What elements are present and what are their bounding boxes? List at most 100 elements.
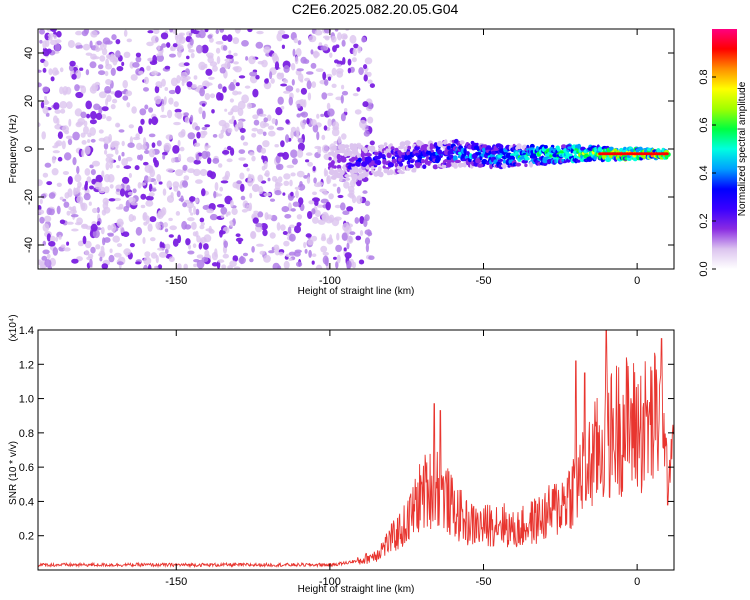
spectrogram-cell [187, 217, 195, 222]
spectrogram-cell [90, 223, 98, 232]
spectrogram-cell [67, 188, 73, 198]
spectrogram-cell [336, 153, 341, 160]
spectrogram-cell [188, 49, 195, 53]
spectrogram-cell [253, 119, 260, 126]
spectrogram-cell [185, 238, 191, 246]
spectrogram-cell [477, 163, 483, 168]
spectrogram-cell [52, 150, 60, 154]
spectrogram-cell [216, 193, 223, 197]
spectrogram-cell [159, 114, 168, 118]
spectrogram-cell [40, 101, 45, 109]
spectrogram-cell [187, 132, 196, 140]
spectrogram-cell [316, 113, 320, 119]
spectrogram-cell [145, 200, 154, 207]
spectrogram-cell [422, 152, 427, 158]
spectrogram-cell [346, 206, 354, 212]
spectrogram-cell [333, 256, 337, 260]
spectrogram-cell [274, 61, 280, 70]
spectrogram-cell [107, 174, 115, 183]
spectrogram-cell [110, 104, 116, 110]
spectrogram-cell [101, 170, 105, 178]
spectrogram-cell [359, 230, 364, 236]
spectrogram-cell [334, 29, 339, 32]
spectrogram-cell [322, 71, 327, 81]
spectrogram-cell [216, 56, 221, 65]
spectrogram-cell [378, 171, 384, 178]
spectrogram-cell [305, 159, 310, 163]
spectrogram-cell [66, 221, 74, 225]
spectrogram-cell [76, 165, 80, 175]
spectrogram-ytick-label: 0 [23, 146, 35, 152]
spectrogram-cell [264, 78, 269, 84]
spectrogram-cell [410, 159, 414, 164]
spectrogram-cell [493, 147, 499, 151]
snr-ytick-label: 1.0 [19, 394, 34, 406]
spectrogram-cell [303, 175, 309, 179]
spectrogram-cell [274, 144, 280, 148]
spectrogram-cell [145, 215, 150, 224]
colorbar-tick-label: 0.0 [698, 261, 710, 276]
snr-panel: -150 -100 -50 0 0.2 0.4 0.6 0.8 1.0 1.2 1.4 Height… [8, 314, 675, 595]
spectrogram-cell [39, 29, 45, 35]
spectrogram-cell [510, 153, 516, 157]
spectrogram-cell [262, 131, 267, 137]
spectrogram-cell [87, 253, 94, 259]
spectrogram-cell [167, 109, 173, 119]
spectrogram-cell [101, 47, 108, 56]
spectrogram-cell [81, 149, 85, 158]
spectrogram-cell [172, 43, 178, 48]
spectrogram-cell [316, 131, 320, 141]
spectrogram-cell [225, 211, 229, 217]
spectrogram-xtick-label: -50 [476, 275, 492, 287]
spectrogram-cell [135, 52, 141, 58]
spectrogram-cell [178, 153, 182, 162]
spectrogram-cell [327, 108, 335, 117]
spectrogram-cell [121, 61, 125, 67]
spectrogram-cell [54, 109, 61, 114]
spectrogram-cell [229, 221, 234, 227]
spectrogram-cell [147, 223, 153, 232]
spectrogram-cell [221, 264, 227, 269]
spectrogram-cell [249, 192, 253, 199]
spectrogram-cell [224, 58, 232, 62]
spectrogram-cell [54, 142, 60, 147]
spectrogram-cell [77, 240, 84, 247]
spectrogram-cell [113, 197, 122, 202]
spectrogram-cell [173, 101, 179, 108]
spectrogram-cell [267, 177, 271, 182]
spectrogram-cell [269, 232, 276, 239]
spectrogram-cell [229, 98, 234, 103]
spectrogram-cell [202, 130, 208, 136]
spectrogram-cell [398, 162, 404, 167]
spectrogram-cell [224, 108, 228, 112]
spectrogram-cell [242, 200, 249, 209]
spectrogram-cell [462, 161, 467, 168]
spectrogram-cell [154, 95, 162, 105]
spectrogram-cell [358, 67, 364, 76]
spectrogram-cell [355, 160, 362, 167]
spectrogram-cell [175, 44, 184, 51]
spectrogram-cell [194, 198, 199, 204]
spectrogram-cell [296, 170, 305, 178]
spectrogram-cell [288, 96, 293, 106]
spectrogram-cell [95, 46, 100, 52]
spectrogram-cell [168, 97, 174, 105]
spectrogram-cell [174, 108, 182, 113]
spectrogram-cell [270, 78, 275, 84]
spectrogram-cell [233, 61, 239, 65]
spectrogram-cell [198, 29, 206, 39]
spectrogram-cell [337, 32, 342, 41]
spectrogram-cell [221, 34, 228, 41]
spectrogram-cell [96, 221, 101, 226]
spectrogram-cell [164, 65, 171, 70]
spectrogram-cell [124, 189, 131, 198]
spectrogram-cell [89, 61, 97, 69]
spectrogram-cell [158, 251, 167, 258]
spectrogram-cell [336, 68, 344, 74]
spectrogram-cell [312, 165, 316, 172]
spectrogram-cell [46, 207, 52, 215]
spectrogram-cell [256, 128, 264, 135]
spectrogram-cell [459, 140, 465, 145]
spectrogram-cell [521, 159, 528, 164]
spectrogram-cell [249, 152, 255, 156]
